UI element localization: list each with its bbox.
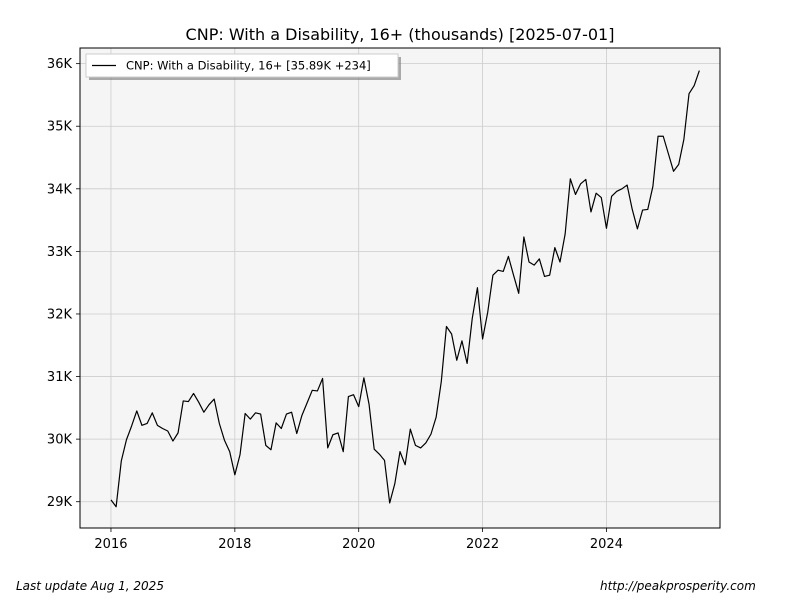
chart-title: CNP: With a Disability, 16+ (thousands) … [186, 25, 615, 44]
y-tick-label: 34K [47, 182, 73, 197]
y-tick-label: 32K [47, 307, 73, 322]
legend: CNP: With a Disability, 16+ [35.89K +234… [85, 53, 401, 80]
x-tick-label: 2018 [218, 537, 251, 552]
x-tick-label: 2016 [94, 537, 127, 552]
y-tick-label: 29K [47, 495, 73, 510]
y-tick-label: 30K [47, 433, 73, 448]
y-tick-label: 36K [47, 57, 73, 72]
plot-area [80, 48, 720, 528]
x-tick-label: 2020 [342, 537, 375, 552]
x-tick-label: 2024 [590, 537, 623, 552]
x-tick-label: 2022 [466, 537, 499, 552]
last-update-text: Last update Aug 1, 2025 [16, 579, 164, 593]
series-line [110, 70, 700, 508]
legend-series-label: CNP: With a Disability, 16+ [35.89K +234… [126, 59, 371, 73]
plot-frame [79, 47, 721, 529]
series-layer [110, 70, 700, 508]
legend-box [85, 53, 399, 78]
y-tick-label: 31K [47, 370, 73, 385]
axis-ticks: 2016 2018 2020 2022 2024 29K 30K 31K 32K 33K 34K 35… [47, 57, 623, 552]
grid [80, 48, 720, 528]
y-tick-label: 33K [47, 245, 73, 260]
source-url-text: http://peakprosperity.com [600, 579, 756, 593]
y-tick-label: 35K [47, 120, 73, 135]
